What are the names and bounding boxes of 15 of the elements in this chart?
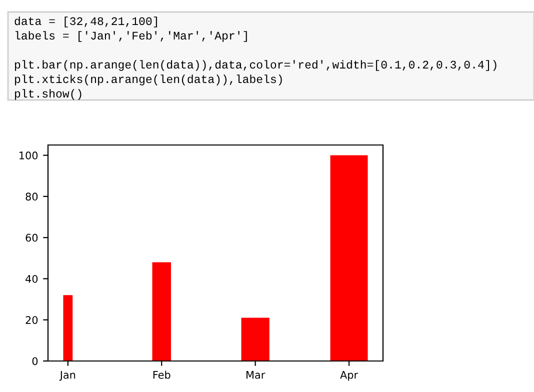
text: data = [32,48,21,100] — [14, 16, 157, 28]
text: plt.bar(np.arange(len(data)),data,color='red',width=[0.1,0.2,0.3,0.4]) — [15, 60, 496, 71]
y-tick-label: 0 — [32, 357, 38, 366]
text: plt.show() — [15, 89, 82, 100]
text: plt.xticks(np.arange(len(data)),labels) — [15, 74, 282, 86]
y-tick-label: 80 — [26, 192, 38, 201]
text: labels = ['Jan','Feb','Mar','Apr'] — [16, 31, 247, 42]
x-tick-label: Mar — [246, 371, 266, 379]
y-tick-label: 20 — [26, 316, 38, 324]
x-tick-label: Jan — [59, 371, 76, 381]
y-tick-label: 40 — [26, 274, 38, 283]
y-tick-label: 60 — [26, 234, 38, 242]
x-tick-label: Apr — [340, 371, 358, 381]
x-tick-label: Feb — [153, 370, 170, 379]
y-tick-label: 100 — [20, 152, 38, 160]
